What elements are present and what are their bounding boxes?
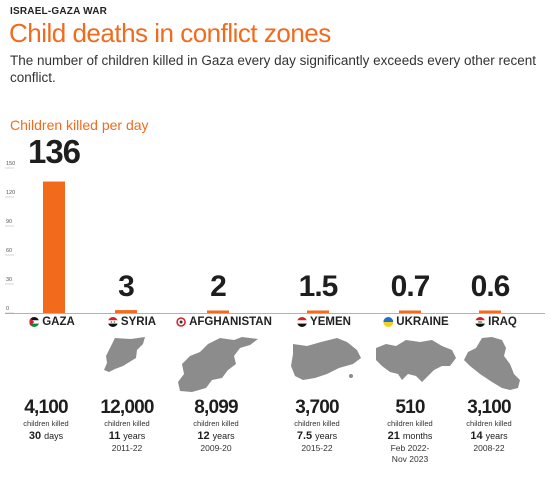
iraq-flag-icon <box>475 317 486 327</box>
value-label-gaza: 136 <box>28 133 81 170</box>
bar-afghanistan <box>207 310 229 313</box>
y-tick-label: 60 <box>6 248 12 254</box>
stat-gaza: 4,100 children killed 30 days <box>23 398 68 443</box>
page-title: Child deaths in conflict zones <box>9 18 331 48</box>
y-tick-label: 120 <box>6 190 15 196</box>
children-killed-label: children killed <box>193 419 239 428</box>
value-label-yemen: 1.5 <box>299 270 338 303</box>
period: 2008-22 <box>473 443 505 453</box>
period: 2015-22 <box>301 443 333 453</box>
stat-yemen: 3,700 children killed 7.5 years 2015-22 <box>294 398 339 454</box>
children-killed-label: children killed <box>23 419 69 428</box>
yemen-map-icon <box>291 338 361 380</box>
country-label-yemen: YEMEN <box>297 316 351 328</box>
country-label-iraq: IRAQ <box>475 316 517 328</box>
children-killed-count: 4,100 <box>24 397 68 418</box>
duration: 30 days <box>28 430 64 442</box>
period: 2009-20 <box>200 443 232 453</box>
syria-map-icon <box>104 337 145 372</box>
ukraine-map-icon <box>376 340 456 382</box>
syria-flag-icon <box>107 317 118 327</box>
y-axis-label: Children killed per day <box>10 117 149 133</box>
duration: 21 months <box>387 430 433 442</box>
period: 2011-22 <box>111 443 143 453</box>
country-label-afghanistan: AFGHANISTAN <box>176 316 272 328</box>
y-tick-label: 0 <box>6 306 9 312</box>
country-name: IRAQ <box>488 316 517 328</box>
bar-yemen <box>307 310 329 313</box>
bar-iraq <box>479 310 501 313</box>
kicker: ISRAEL-GAZA WAR <box>10 6 108 17</box>
value-label-afghanistan: 2 <box>210 270 226 303</box>
stat-ukraine: 510 children killed 21 months Feb 2022- … <box>387 398 432 465</box>
children-killed-count: 12,000 <box>100 397 154 418</box>
country-name: SYRIA <box>120 316 157 328</box>
bar-syria <box>115 310 137 313</box>
children-killed-label: children killed <box>387 419 433 428</box>
iraq-map-icon <box>464 337 520 390</box>
stat-afghanistan: 8,099 children killed 12 years 2009-20 <box>193 398 238 454</box>
country-label-gaza: GAZA <box>29 316 75 328</box>
yemen-flag-icon <box>297 317 308 327</box>
country-name: YEMEN <box>310 316 351 328</box>
duration: 11 years <box>108 430 146 442</box>
y-tick-label: 90 <box>6 219 12 225</box>
country-name: UKRAINE <box>396 316 449 328</box>
ukraine-flag-icon <box>383 317 394 327</box>
bar-ukraine <box>399 310 421 313</box>
country-labels: GAZA SYRIA AFGHANISTAN YEMEN UKRAINE IRA… <box>0 316 552 334</box>
country-name: AFGHANISTAN <box>189 316 272 328</box>
duration: 14 years <box>470 430 508 442</box>
bar-chart: 150 120 90 60 30 0 136 3 2 1.5 0.7 0.6 <box>5 133 545 314</box>
period: Feb 2022- Nov 2023 <box>390 443 430 464</box>
y-tick-label: 150 <box>6 161 15 167</box>
value-label-iraq: 0.6 <box>471 270 510 303</box>
palestine-flag-icon <box>29 317 40 327</box>
afghanistan-map-icon <box>178 337 258 392</box>
stat-syria: 12,000 children killed 11 years 2011-22 <box>100 397 154 454</box>
duration: 12 years <box>197 430 235 442</box>
children-killed-label: children killed <box>294 419 340 428</box>
country-name: GAZA <box>42 316 75 328</box>
children-killed-count: 3,100 <box>467 397 511 418</box>
value-label-syria: 3 <box>118 270 134 303</box>
duration: 7.5 years <box>296 430 338 442</box>
country-label-syria: SYRIA <box>107 316 157 328</box>
stat-iraq: 3,100 children killed 14 years 2008-22 <box>466 398 511 454</box>
children-killed-label: children killed <box>466 419 512 428</box>
value-label-ukraine: 0.7 <box>391 270 430 303</box>
children-killed-count: 8,099 <box>194 397 238 418</box>
children-killed-count: 510 <box>395 397 425 418</box>
bar-gaza <box>43 181 65 313</box>
y-tick-label: 30 <box>6 277 12 283</box>
subtitle: The number of children killed in Gaza ev… <box>10 53 537 85</box>
children-killed-count: 3,700 <box>295 397 339 418</box>
afghanistan-flag-icon <box>176 317 187 327</box>
children-killed-label: children killed <box>104 419 150 428</box>
country-label-ukraine: UKRAINE <box>383 316 449 328</box>
